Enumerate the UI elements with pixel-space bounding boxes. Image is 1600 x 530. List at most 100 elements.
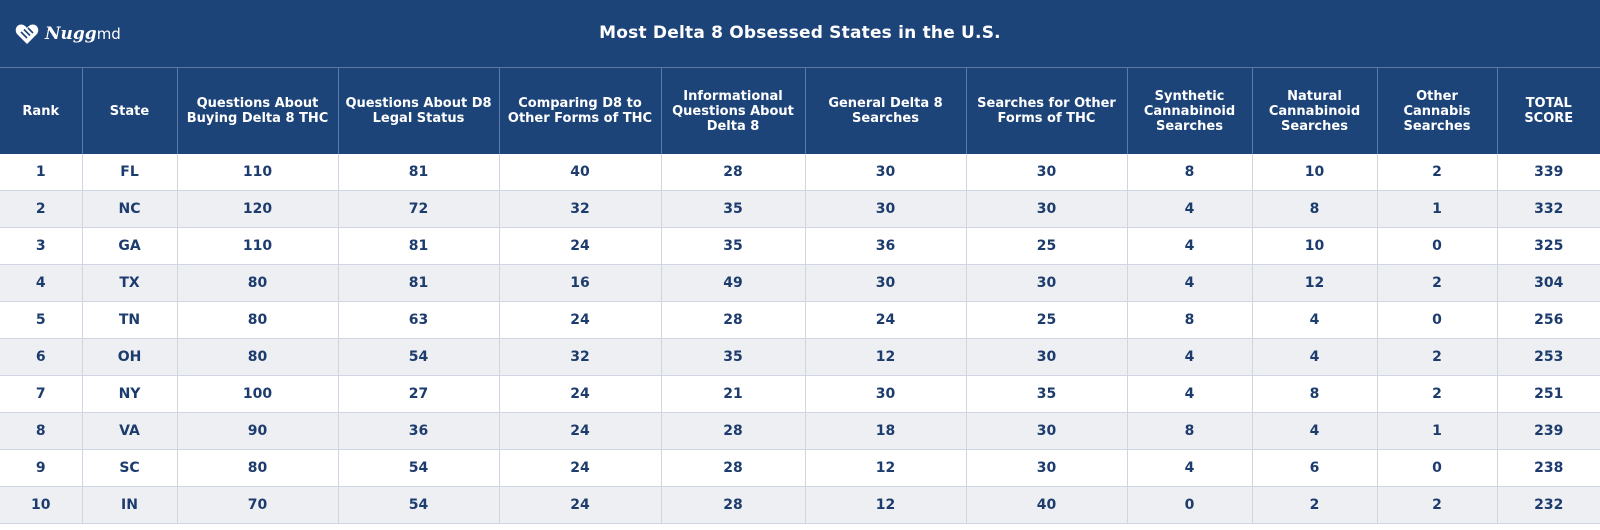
total-score-cell: 256 bbox=[1497, 301, 1600, 339]
table-cell: 30 bbox=[966, 338, 1128, 376]
table-cell: 24 bbox=[805, 301, 967, 339]
brand-suffix: md bbox=[96, 25, 121, 43]
rank-cell: 8 bbox=[0, 412, 83, 450]
rank-cell: 9 bbox=[0, 449, 83, 487]
table-row: 10 IN 70 54 24 28 12 40 0 2 2 232 bbox=[0, 486, 1600, 524]
column-header: Rank bbox=[0, 67, 83, 154]
table-cell: 8 bbox=[1127, 301, 1253, 339]
total-score-cell: 304 bbox=[1497, 264, 1600, 302]
table-cell: 90 bbox=[177, 412, 339, 450]
total-score-cell: 232 bbox=[1497, 486, 1600, 524]
rank-cell: 10 bbox=[0, 486, 83, 524]
table-cell: 54 bbox=[338, 486, 500, 524]
table-cell: 10 bbox=[1252, 154, 1378, 191]
table-cell: 30 bbox=[805, 375, 967, 413]
table-cell: 49 bbox=[661, 264, 806, 302]
total-score-cell: 253 bbox=[1497, 338, 1600, 376]
table-cell: 36 bbox=[338, 412, 500, 450]
table-row: 7 NY 100 27 24 21 30 35 4 8 2 251 bbox=[0, 375, 1600, 413]
table-cell: 40 bbox=[966, 486, 1128, 524]
rank-cell: 6 bbox=[0, 338, 83, 376]
table-cell: 30 bbox=[805, 190, 967, 228]
table-cell: 10 bbox=[1252, 227, 1378, 265]
table-cell: 80 bbox=[177, 449, 339, 487]
table-cell: 28 bbox=[661, 486, 806, 524]
table-cell: 32 bbox=[499, 338, 662, 376]
table-cell: 0 bbox=[1377, 449, 1498, 487]
table-cell: 28 bbox=[661, 301, 806, 339]
table-cell: 24 bbox=[499, 375, 662, 413]
table-cell: 25 bbox=[966, 301, 1128, 339]
state-cell: SC bbox=[82, 449, 178, 487]
table-cell: 8 bbox=[1252, 375, 1378, 413]
state-cell: TN bbox=[82, 301, 178, 339]
column-header: Other Cannabis Searches bbox=[1377, 67, 1498, 154]
table-row: 1 FL 110 81 40 28 30 30 8 10 2 339 bbox=[0, 154, 1600, 191]
rank-cell: 7 bbox=[0, 375, 83, 413]
rank-cell: 4 bbox=[0, 264, 83, 302]
table-row: 4 TX 80 81 16 49 30 30 4 12 2 304 bbox=[0, 264, 1600, 302]
table-cell: 30 bbox=[966, 449, 1128, 487]
table-cell: 81 bbox=[338, 227, 500, 265]
table-cell: 12 bbox=[1252, 264, 1378, 302]
table-cell: 2 bbox=[1377, 154, 1498, 191]
table-cell: 120 bbox=[177, 190, 339, 228]
table-cell: 2 bbox=[1377, 264, 1498, 302]
table-cell: 54 bbox=[338, 449, 500, 487]
table-cell: 28 bbox=[661, 449, 806, 487]
table-cell: 80 bbox=[177, 338, 339, 376]
table-cell: 81 bbox=[338, 264, 500, 302]
table-cell: 2 bbox=[1377, 486, 1498, 524]
table-cell: 16 bbox=[499, 264, 662, 302]
table-cell: 28 bbox=[661, 154, 806, 191]
table-body: 1 FL 110 81 40 28 30 30 8 10 2 339 2 NC 120 72 32 35 30 30 4… bbox=[0, 154, 1600, 524]
table-cell: 27 bbox=[338, 375, 500, 413]
state-cell: OH bbox=[82, 338, 178, 376]
column-header: Natural Cannabinoid Searches bbox=[1252, 67, 1378, 154]
brand-name: Nugg bbox=[45, 24, 97, 44]
rank-cell: 5 bbox=[0, 301, 83, 339]
table-cell: 1 bbox=[1377, 190, 1498, 228]
table-cell: 40 bbox=[499, 154, 662, 191]
table-cell: 4 bbox=[1252, 338, 1378, 376]
ranking-table: Rank State Questions About Buying Delta 8 … bbox=[0, 67, 1600, 524]
table-cell: 25 bbox=[966, 227, 1128, 265]
table-cell: 54 bbox=[338, 338, 500, 376]
brand-logo: Nugg md bbox=[15, 21, 121, 47]
table-cell: 18 bbox=[805, 412, 967, 450]
table-cell: 4 bbox=[1127, 338, 1253, 376]
table-cell: 32 bbox=[499, 190, 662, 228]
table-cell: 8 bbox=[1252, 190, 1378, 228]
table-cell: 35 bbox=[661, 227, 806, 265]
total-score-cell: 239 bbox=[1497, 412, 1600, 450]
table-cell: 4 bbox=[1127, 449, 1253, 487]
table-cell: 30 bbox=[966, 190, 1128, 228]
table-cell: 35 bbox=[661, 190, 806, 228]
table-row: 2 NC 120 72 32 35 30 30 4 8 1 332 bbox=[0, 190, 1600, 228]
table-cell: 30 bbox=[966, 264, 1128, 302]
table-cell: 12 bbox=[805, 486, 967, 524]
table-cell: 2 bbox=[1377, 375, 1498, 413]
total-score-cell: 238 bbox=[1497, 449, 1600, 487]
table-cell: 24 bbox=[499, 486, 662, 524]
table-cell: 12 bbox=[805, 338, 967, 376]
rank-cell: 1 bbox=[0, 154, 83, 191]
state-cell: VA bbox=[82, 412, 178, 450]
table-cell: 12 bbox=[805, 449, 967, 487]
table-cell: 21 bbox=[661, 375, 806, 413]
rank-cell: 3 bbox=[0, 227, 83, 265]
table-cell: 4 bbox=[1252, 301, 1378, 339]
column-header: Synthetic Cannabinoid Searches bbox=[1127, 67, 1253, 154]
table-cell: 30 bbox=[805, 154, 967, 191]
table-cell: 30 bbox=[966, 154, 1128, 191]
leaf-heart-icon bbox=[15, 24, 39, 44]
state-cell: NY bbox=[82, 375, 178, 413]
total-score-cell: 325 bbox=[1497, 227, 1600, 265]
table-cell: 80 bbox=[177, 301, 339, 339]
table-cell: 36 bbox=[805, 227, 967, 265]
column-header: Comparing D8 to Other Forms of THC bbox=[499, 67, 662, 154]
table-cell: 2 bbox=[1377, 338, 1498, 376]
table-cell: 81 bbox=[338, 154, 500, 191]
table-cell: 35 bbox=[661, 338, 806, 376]
